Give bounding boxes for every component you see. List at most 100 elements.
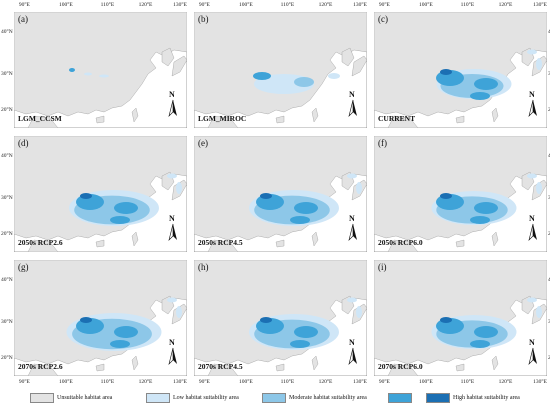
north-arrow-icon: N xyxy=(167,214,179,242)
north-letter: N xyxy=(529,338,535,347)
suitability-good-south xyxy=(470,92,490,100)
legend-swatch xyxy=(426,392,450,403)
map-canvas xyxy=(14,260,187,376)
taiwan-land xyxy=(311,231,319,247)
latitude-tick-label: 40°N xyxy=(548,277,550,283)
longitude-tick-label: 120°E xyxy=(498,2,513,8)
suitability-good-south xyxy=(110,340,130,348)
legend-swatch xyxy=(146,392,170,403)
north-letter: N xyxy=(169,214,175,223)
legend-item: Moderate habitat suitability area xyxy=(262,392,367,403)
north-arrow-icon: N xyxy=(527,214,539,242)
north-arrow-shape xyxy=(528,347,537,365)
north-arrow-shape xyxy=(168,347,177,365)
hainan-land xyxy=(455,115,465,124)
map-panel: (c) CURRENT N xyxy=(374,12,547,128)
longitude-tick-label: 120°E xyxy=(318,2,333,8)
legend-swatch xyxy=(262,392,286,403)
suitability-good-east xyxy=(474,326,498,338)
suitability-low-northeast xyxy=(527,297,537,303)
map-canvas xyxy=(194,12,367,128)
southeast-asia-land xyxy=(27,363,59,376)
suitability-high xyxy=(260,193,272,199)
longitude-tick-label: 90°E xyxy=(18,379,30,385)
north-letter: N xyxy=(349,90,355,99)
latitude-tick-label: 20°N xyxy=(548,231,550,237)
north-arrow-shape xyxy=(348,99,357,117)
suitability-low-east xyxy=(328,73,340,79)
latitude-tick-label: 30°N xyxy=(1,71,13,77)
north-letter: N xyxy=(349,214,355,223)
longitude-tick-label: 120°E xyxy=(138,379,153,385)
latitude-tick-label: 30°N xyxy=(548,195,550,201)
scenario-label: 2070s RCP2.6 xyxy=(18,362,63,371)
map-panel: (b) LGM_MIROC N xyxy=(194,12,367,128)
suitability-low-northeast xyxy=(527,49,537,55)
latitude-tick-label: 30°N xyxy=(1,319,13,325)
map-canvas xyxy=(374,12,547,128)
north-letter: N xyxy=(349,338,355,347)
map-panel: (i) 2070s RCP6.0 N xyxy=(374,260,547,376)
north-arrow-shape xyxy=(528,99,537,117)
north-letter: N xyxy=(529,214,535,223)
legend-swatch xyxy=(388,392,412,403)
latitude-tick-label: 20°N xyxy=(548,107,550,113)
latitude-tick-label: 40°N xyxy=(548,153,550,159)
latitude-tick-label: 40°N xyxy=(1,277,13,283)
map-canvas xyxy=(194,136,367,252)
suitability-patch xyxy=(99,74,109,78)
north-arrow-icon: N xyxy=(347,90,359,118)
panel-letter: (a) xyxy=(18,14,28,24)
longitude-tick-label: 120°E xyxy=(498,379,513,385)
longitude-tick-label: 130°E xyxy=(353,2,367,8)
hainan-land xyxy=(95,239,105,248)
longitude-tick-label: 130°E xyxy=(353,379,367,385)
legend-label: High habitat suitability area xyxy=(453,394,520,401)
latitude-tick-label: 40°N xyxy=(1,153,13,159)
north-arrow-icon: N xyxy=(527,90,539,118)
suitability-high xyxy=(440,317,452,323)
latitude-tick-label: 30°N xyxy=(1,195,13,201)
suitability-good-south xyxy=(290,340,310,348)
north-arrow-shape xyxy=(168,223,177,241)
map-canvas xyxy=(14,12,187,128)
north-arrow-shape xyxy=(168,99,177,117)
suitability-good-south xyxy=(470,216,490,224)
panel-letter: (h) xyxy=(198,262,209,272)
suitability-good-east xyxy=(474,78,498,90)
north-arrow-icon: N xyxy=(167,90,179,118)
scenario-label: 2050s RCP2.6 xyxy=(18,238,63,247)
latitude-tick-label: 20°N xyxy=(1,355,13,361)
hainan-land xyxy=(95,115,105,124)
panel-letter: (c) xyxy=(378,14,388,24)
legend-item: High habitat suitability area xyxy=(426,392,520,403)
north-arrow-icon: N xyxy=(347,338,359,366)
map-panel: (g) 2070s RCP2.6 N xyxy=(14,260,187,376)
panel-letter: (d) xyxy=(18,138,29,148)
suitability-good-east xyxy=(294,202,318,214)
suitability-high xyxy=(440,69,452,75)
scenario-label: 2070s RCP6.0 xyxy=(378,362,423,371)
suitability-low-northeast xyxy=(347,173,357,179)
suitability-good-east xyxy=(114,202,138,214)
longitude-tick-label: 120°E xyxy=(138,2,153,8)
suitability-low-japan xyxy=(536,58,542,70)
southeast-asia-land xyxy=(27,239,59,252)
scenario-label: 2050s RCP6.0 xyxy=(378,238,423,247)
scenario-label: LGM_CCSM xyxy=(18,114,62,123)
map-panel: (h) 2070s RCP4.5 N xyxy=(194,260,367,376)
longitude-tick-label: 110°E xyxy=(460,379,475,385)
scenario-label: LGM_MIROC xyxy=(198,114,247,123)
map-canvas xyxy=(374,136,547,252)
suitability-high xyxy=(80,193,92,199)
map-panel: (e) 2050s RCP4.5 N xyxy=(194,136,367,252)
scenario-label: 2070s RCP4.5 xyxy=(198,362,243,371)
map-canvas xyxy=(14,136,187,252)
suitability-high xyxy=(440,193,452,199)
suitability-high xyxy=(260,317,272,323)
hainan-land xyxy=(275,115,285,124)
suitability-low-japan xyxy=(176,182,182,194)
suitability-good-south xyxy=(470,340,490,348)
latitude-tick-label: 20°N xyxy=(548,355,550,361)
